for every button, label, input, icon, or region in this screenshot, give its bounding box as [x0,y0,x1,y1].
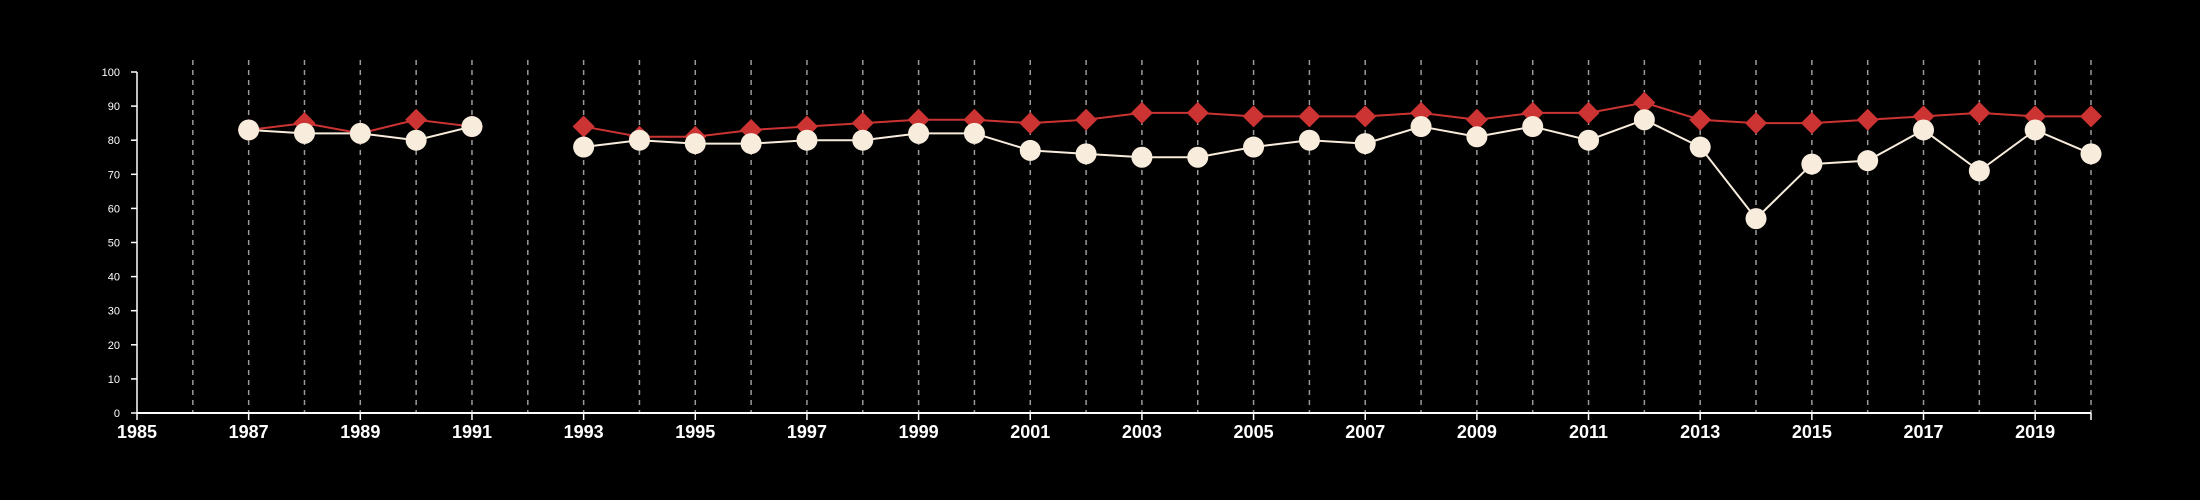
series-2-point-2014 [1745,208,1767,230]
series-2-point-1998 [852,129,874,151]
x-tick-label-2003: 2003 [1122,422,1162,442]
series-2-point-2016 [1857,150,1879,172]
x-tick-label-1993: 1993 [564,422,604,442]
series-2-point-1987 [238,119,260,141]
series-1-point-2005 [1242,105,1265,128]
y-tick-label-50: 50 [108,238,120,250]
series-1-point-2013 [1689,108,1712,131]
series-1-point-2004 [1186,101,1209,124]
series-2-point-2010 [1522,116,1544,138]
x-tick-label-1997: 1997 [787,422,827,442]
series-2-point-1988 [293,122,315,144]
series-1-point-1993 [572,115,595,138]
y-tick-label-80: 80 [108,135,120,147]
series-2-point-2020 [2080,143,2102,165]
series-1-point-2018 [1968,101,1991,124]
series-layer [237,91,2102,230]
series-2-point-2002 [1075,143,1097,165]
x-tick-label-2005: 2005 [1234,422,1274,442]
y-tick-label-20: 20 [108,340,120,352]
x-tick-label-2015: 2015 [1792,422,1832,442]
series-2-point-1995 [684,133,706,155]
y-tick-label-70: 70 [108,169,120,181]
series-2-point-1990 [405,129,427,151]
x-tick-label-2007: 2007 [1345,422,1385,442]
series-2-line-segment-2 [583,118,2092,221]
series-2-point-2011 [1578,129,1600,151]
y-tick-label-40: 40 [108,272,120,284]
y-tick-label-60: 60 [108,203,120,215]
y-tick-label-30: 30 [108,306,120,318]
series-1-point-2006 [1298,105,1321,128]
x-tick-label-2001: 2001 [1010,422,1050,442]
series-1-point-2000 [963,108,986,131]
x-tick-label-2011: 2011 [1569,422,1608,442]
series-2-point-2012 [1633,109,1655,131]
x-tick-label-2019: 2019 [2015,422,2055,442]
x-gridlines [192,60,2092,413]
series-1-point-2009 [1465,108,1488,131]
series-2-point-2005 [1243,136,1265,158]
y-tick-label-10: 10 [108,374,120,386]
series-2-point-2009 [1466,126,1488,148]
series-1-point-2015 [1800,112,1823,135]
series-1-point-2001 [1019,112,1042,135]
series-1-point-2012 [1633,91,1656,114]
series-2-point-2008 [1410,116,1432,138]
x-tick-label-1991: 1991 [452,422,492,442]
series-2-point-2001 [1019,139,1041,161]
series-2-point-1994 [628,129,650,151]
axes: 0 10 20 30 40 50 60 70 80 90 100 1985 1987 1989 1991 19… [102,67,2092,442]
series-1-point-2014 [1745,112,1768,135]
y-tick-label-90: 90 [108,101,120,113]
x-tick-label-2013: 2013 [1680,422,1720,442]
series-2-point-2000 [963,122,985,144]
series-2-point-2013 [1689,136,1711,158]
series-2-point-2007 [1354,133,1376,155]
series-1-line-segment-2 [583,101,2091,138]
series-1-point-2002 [1075,108,1098,131]
series-2-point-2006 [1298,129,1320,151]
y-tick-label-100: 100 [102,67,120,79]
series-1-point-1998 [851,112,874,135]
series-1-point-1999 [907,108,930,131]
series-2-point-1996 [740,133,762,155]
series-2-point-1999 [908,122,930,144]
x-tick-label-1995: 1995 [675,422,715,442]
x-tick-label-2017: 2017 [1903,422,1943,442]
series-2-point-1997 [796,129,818,151]
series-2-point-2015 [1801,153,1823,175]
series-1-point-2003 [1130,101,1153,124]
x-tick-label-1987: 1987 [229,422,269,442]
y-tick-label-0: 0 [114,408,120,420]
x-tick-label-1989: 1989 [340,422,380,442]
series-2-point-2018 [1968,160,1990,182]
series-2-point-2004 [1187,146,1209,168]
series-2-point-1993 [573,136,595,158]
series-2-point-1989 [349,122,371,144]
x-tick-label-2009: 2009 [1457,422,1497,442]
series-2-point-2019 [2024,119,2046,141]
series-2-point-1991 [461,116,483,138]
series-1-point-2016 [1856,108,1879,131]
series-1-point-2020 [2080,105,2102,128]
series-1-point-1990 [405,108,428,131]
series-1-point-2011 [1577,101,1600,124]
x-tick-label-1999: 1999 [899,422,939,442]
series-1-point-2007 [1354,105,1377,128]
series-2-point-2003 [1131,146,1153,168]
x-tick-label-1985: 1985 [117,422,157,442]
series-2-point-2017 [1913,119,1935,141]
